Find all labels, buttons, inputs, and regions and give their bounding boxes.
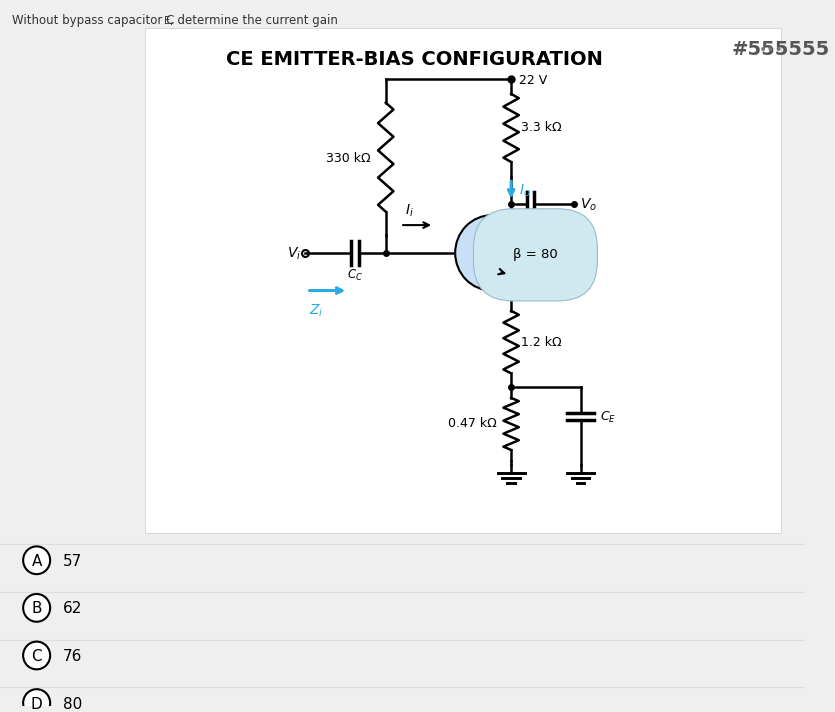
Text: β = 80: β = 80: [513, 248, 558, 261]
Text: , determine the current gain: , determine the current gain: [170, 14, 337, 27]
Text: 76: 76: [63, 649, 82, 664]
Text: #555555: #555555: [732, 40, 830, 59]
Text: 330 kΩ: 330 kΩ: [326, 152, 371, 164]
Text: 57: 57: [63, 554, 82, 569]
Text: 1.2 kΩ: 1.2 kΩ: [521, 335, 561, 349]
Text: $I_i$: $I_i$: [405, 203, 414, 219]
Text: CE EMITTER-BIAS CONFIGURATION: CE EMITTER-BIAS CONFIGURATION: [226, 50, 603, 68]
Text: 62: 62: [63, 602, 82, 617]
Text: E: E: [164, 16, 170, 26]
Text: D: D: [31, 696, 43, 711]
Circle shape: [23, 594, 50, 622]
Text: $C_C$: $C_C$: [347, 268, 363, 283]
Circle shape: [23, 689, 50, 712]
Text: $C_E$: $C_E$: [600, 410, 616, 425]
Circle shape: [23, 642, 50, 669]
Text: 22 V: 22 V: [519, 74, 547, 87]
Circle shape: [455, 215, 529, 290]
Text: B: B: [32, 602, 42, 617]
Text: $V_o$: $V_o$: [579, 197, 596, 214]
Text: $Z_i$: $Z_i$: [309, 303, 323, 319]
Text: 0.47 kΩ: 0.47 kΩ: [448, 417, 497, 431]
Text: 80: 80: [63, 696, 82, 711]
Text: 3.3 kΩ: 3.3 kΩ: [521, 122, 561, 135]
Text: A: A: [32, 554, 42, 569]
Text: $C_C$: $C_C$: [523, 219, 539, 234]
Circle shape: [23, 546, 50, 574]
Text: $I_o$: $I_o$: [519, 182, 530, 199]
FancyBboxPatch shape: [144, 28, 781, 533]
Text: Without bypass capacitor C: Without bypass capacitor C: [12, 14, 174, 27]
Text: C: C: [32, 649, 42, 664]
Text: $V_i$: $V_i$: [286, 246, 301, 262]
Text: •••: •••: [759, 43, 784, 56]
